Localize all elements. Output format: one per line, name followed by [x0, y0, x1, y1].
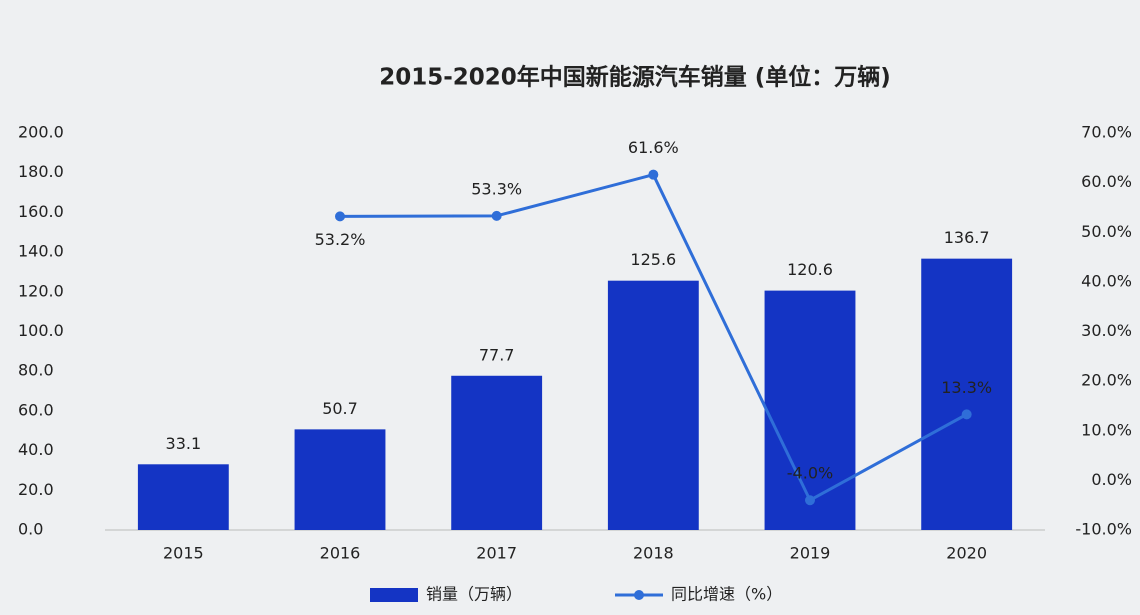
- y-tick-label: 40.0: [18, 440, 54, 459]
- bar: [137, 464, 229, 530]
- legend-label: 同比增速（%）: [671, 585, 782, 604]
- line-value-label: 53.3%: [471, 179, 522, 198]
- bar: [607, 280, 699, 530]
- bar-value-label: 33.1: [166, 434, 202, 453]
- y-tick-label: 100.0: [18, 321, 64, 340]
- bar: [921, 258, 1013, 530]
- y2-tick-label: 20.0%: [1081, 371, 1132, 390]
- y2-tick-label: 60.0%: [1081, 172, 1132, 191]
- y-tick-label: 200.0: [18, 123, 64, 142]
- bar-value-label: 120.6: [787, 260, 833, 279]
- bar: [764, 290, 856, 530]
- y-tick-label: 120.0: [18, 281, 64, 300]
- y2-tick-label: -10.0%: [1075, 520, 1132, 539]
- bar: [294, 429, 386, 530]
- y-tick-label: 80.0: [18, 361, 54, 380]
- bar: [451, 375, 543, 530]
- y-tick-label: 180.0: [18, 162, 64, 181]
- x-tick-label: 2015: [163, 544, 204, 563]
- line-point: [335, 211, 345, 222]
- legend-swatch: [634, 590, 644, 600]
- y2-tick-label: 40.0%: [1081, 271, 1132, 290]
- y-tick-label: 160.0: [18, 202, 64, 221]
- line-point: [648, 169, 659, 180]
- y2-tick-label: 10.0%: [1081, 420, 1132, 439]
- bar-value-label: 50.7: [322, 399, 358, 418]
- y2-tick-label: 70.0%: [1081, 123, 1132, 142]
- line-value-label: 13.3%: [941, 378, 992, 397]
- line-point: [961, 409, 972, 420]
- line-value-label: -4.0%: [787, 464, 833, 483]
- bar-value-label: 77.7: [479, 345, 515, 364]
- bar-value-label: 136.7: [944, 228, 990, 247]
- line-value-label: 53.2%: [315, 230, 366, 249]
- line-point: [805, 495, 815, 506]
- line-point: [491, 210, 502, 221]
- y2-tick-label: 30.0%: [1081, 321, 1132, 340]
- y-tick-label: 0.0: [18, 520, 43, 539]
- chart-title: 2015-2020年中国新能源汽车销量 (单位：万辆): [379, 64, 891, 91]
- x-tick-label: 2018: [633, 544, 674, 563]
- y-tick-label: 140.0: [18, 242, 64, 261]
- line-value-label: 61.6%: [628, 138, 679, 157]
- y2-tick-label: 50.0%: [1081, 222, 1132, 241]
- legend-label: 销量（万辆）: [426, 585, 522, 604]
- x-tick-label: 2017: [476, 544, 517, 563]
- y-tick-label: 20.0: [18, 480, 54, 499]
- bar-value-label: 125.6: [630, 250, 676, 269]
- y-tick-label: 60.0: [18, 400, 54, 419]
- x-tick-label: 2016: [320, 544, 361, 563]
- x-tick-label: 2019: [790, 544, 831, 563]
- x-tick-label: 2020: [946, 544, 987, 563]
- y2-tick-label: 0.0%: [1091, 470, 1132, 489]
- legend-swatch: [370, 588, 418, 602]
